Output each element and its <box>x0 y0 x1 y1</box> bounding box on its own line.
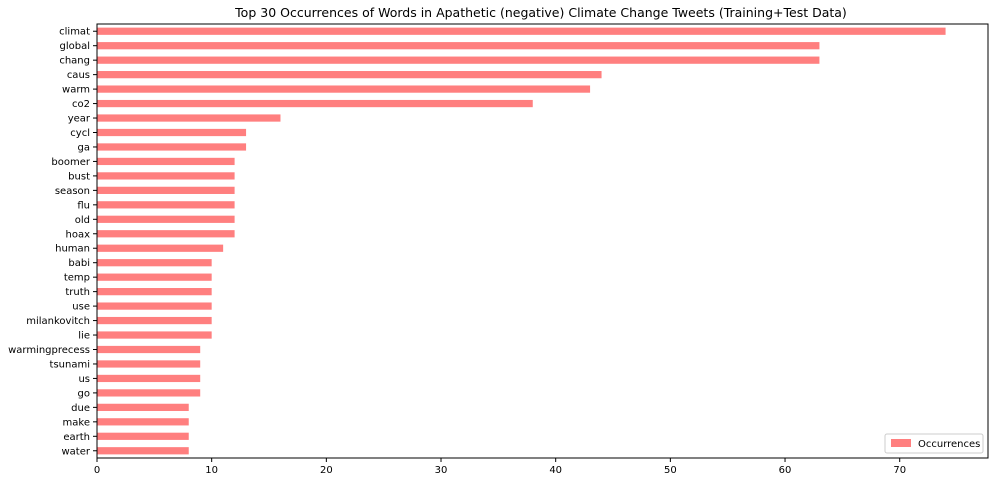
bar-flu <box>97 201 235 209</box>
y-tick-label-climat: climat <box>59 27 90 38</box>
y-tick-label-old: old <box>75 215 90 226</box>
y-tick-label-ga: ga <box>78 142 90 153</box>
legend-box <box>884 433 984 454</box>
bar-ga <box>97 143 247 151</box>
bar-chang <box>97 56 820 64</box>
chart-title: Top 30 Occurrences of Words in Apathetic… <box>234 5 847 20</box>
y-tick-label-year: year <box>68 114 91 125</box>
bar-tsunami <box>97 360 201 368</box>
y-tick-label-hoax: hoax <box>65 229 90 240</box>
y-tick-label-truth: truth <box>65 287 90 298</box>
y-tick-label-lie: lie <box>78 331 90 342</box>
bar-due <box>97 403 189 411</box>
y-tick-label-tsunami: tsunami <box>50 359 90 370</box>
x-tick-label-10: 10 <box>205 465 218 476</box>
y-tick-label-chang: chang <box>59 56 90 67</box>
y-tick-label-flu: flu <box>77 200 90 211</box>
y-tick-label-earth: earth <box>63 432 90 443</box>
y-tick-label-milankovitch: milankovitch <box>26 316 90 327</box>
y-tick-label-bust: bust <box>68 171 90 182</box>
bar-bust <box>97 172 235 180</box>
y-tick-label-babi: babi <box>68 258 90 269</box>
bar-make <box>97 418 189 426</box>
x-tick-label-30: 30 <box>435 465 448 476</box>
bar-season <box>97 186 235 194</box>
bar-boomer <box>97 157 235 166</box>
y-tick-label-boomer: boomer <box>51 157 90 168</box>
bar-temp <box>97 273 212 281</box>
legend-swatch <box>891 439 911 447</box>
x-tick-label-20: 20 <box>320 465 333 476</box>
bar-old <box>97 215 235 223</box>
y-tick-label-season: season <box>55 186 90 197</box>
y-tick-label-warmingprecess: warmingprecess <box>8 345 90 356</box>
legend-label: Occurrences <box>918 439 980 450</box>
bar-milankovitch <box>97 316 212 325</box>
bar-warm <box>97 85 591 93</box>
bar-water <box>97 447 189 455</box>
x-tick-label-50: 50 <box>664 465 677 476</box>
bar-caus <box>97 71 602 79</box>
y-tick-label-water: water <box>62 446 91 457</box>
y-tick-label-temp: temp <box>64 273 90 284</box>
bar-warmingprecess <box>97 345 201 354</box>
bar-use <box>97 302 212 310</box>
x-tick-label-70: 70 <box>893 465 906 476</box>
bar-babi <box>97 259 212 267</box>
y-tick-group: climat global chang caus warm co2 year cycl ga bo… <box>8 27 97 457</box>
y-tick-label-due: due <box>71 403 90 414</box>
x-tick-group: 0 10 20 30 40 50 60 70 <box>94 458 906 476</box>
bar-climat <box>97 27 946 35</box>
y-tick-label-make: make <box>63 417 90 428</box>
bar-hoax <box>97 230 235 238</box>
bar-year <box>97 114 281 122</box>
x-tick-label-40: 40 <box>549 465 562 476</box>
bar-us <box>97 374 201 383</box>
bar-cycl <box>97 128 247 137</box>
y-tick-label-cycl: cycl <box>70 128 90 139</box>
bar-earth <box>97 432 189 440</box>
x-tick-label-0: 0 <box>94 465 100 476</box>
y-tick-label-co2: co2 <box>72 99 90 110</box>
y-tick-label-global: global <box>60 41 91 52</box>
y-tick-label-caus: caus <box>67 70 90 81</box>
bar-go <box>97 389 201 397</box>
y-tick-label-human: human <box>55 244 90 255</box>
x-tick-label-60: 60 <box>779 465 792 476</box>
bar-truth <box>97 288 212 296</box>
y-tick-label-warm: warm <box>62 85 90 96</box>
bar-global <box>97 42 820 50</box>
bar-lie <box>97 331 212 339</box>
bar-co2 <box>97 99 533 108</box>
bars-group <box>97 27 946 455</box>
y-tick-label-go: go <box>78 388 90 399</box>
y-tick-label-us: us <box>78 374 90 385</box>
plot-frame <box>96 23 989 459</box>
bar-human <box>97 244 224 252</box>
legend: Occurrences <box>884 433 984 454</box>
y-tick-label-use: use <box>72 302 90 313</box>
